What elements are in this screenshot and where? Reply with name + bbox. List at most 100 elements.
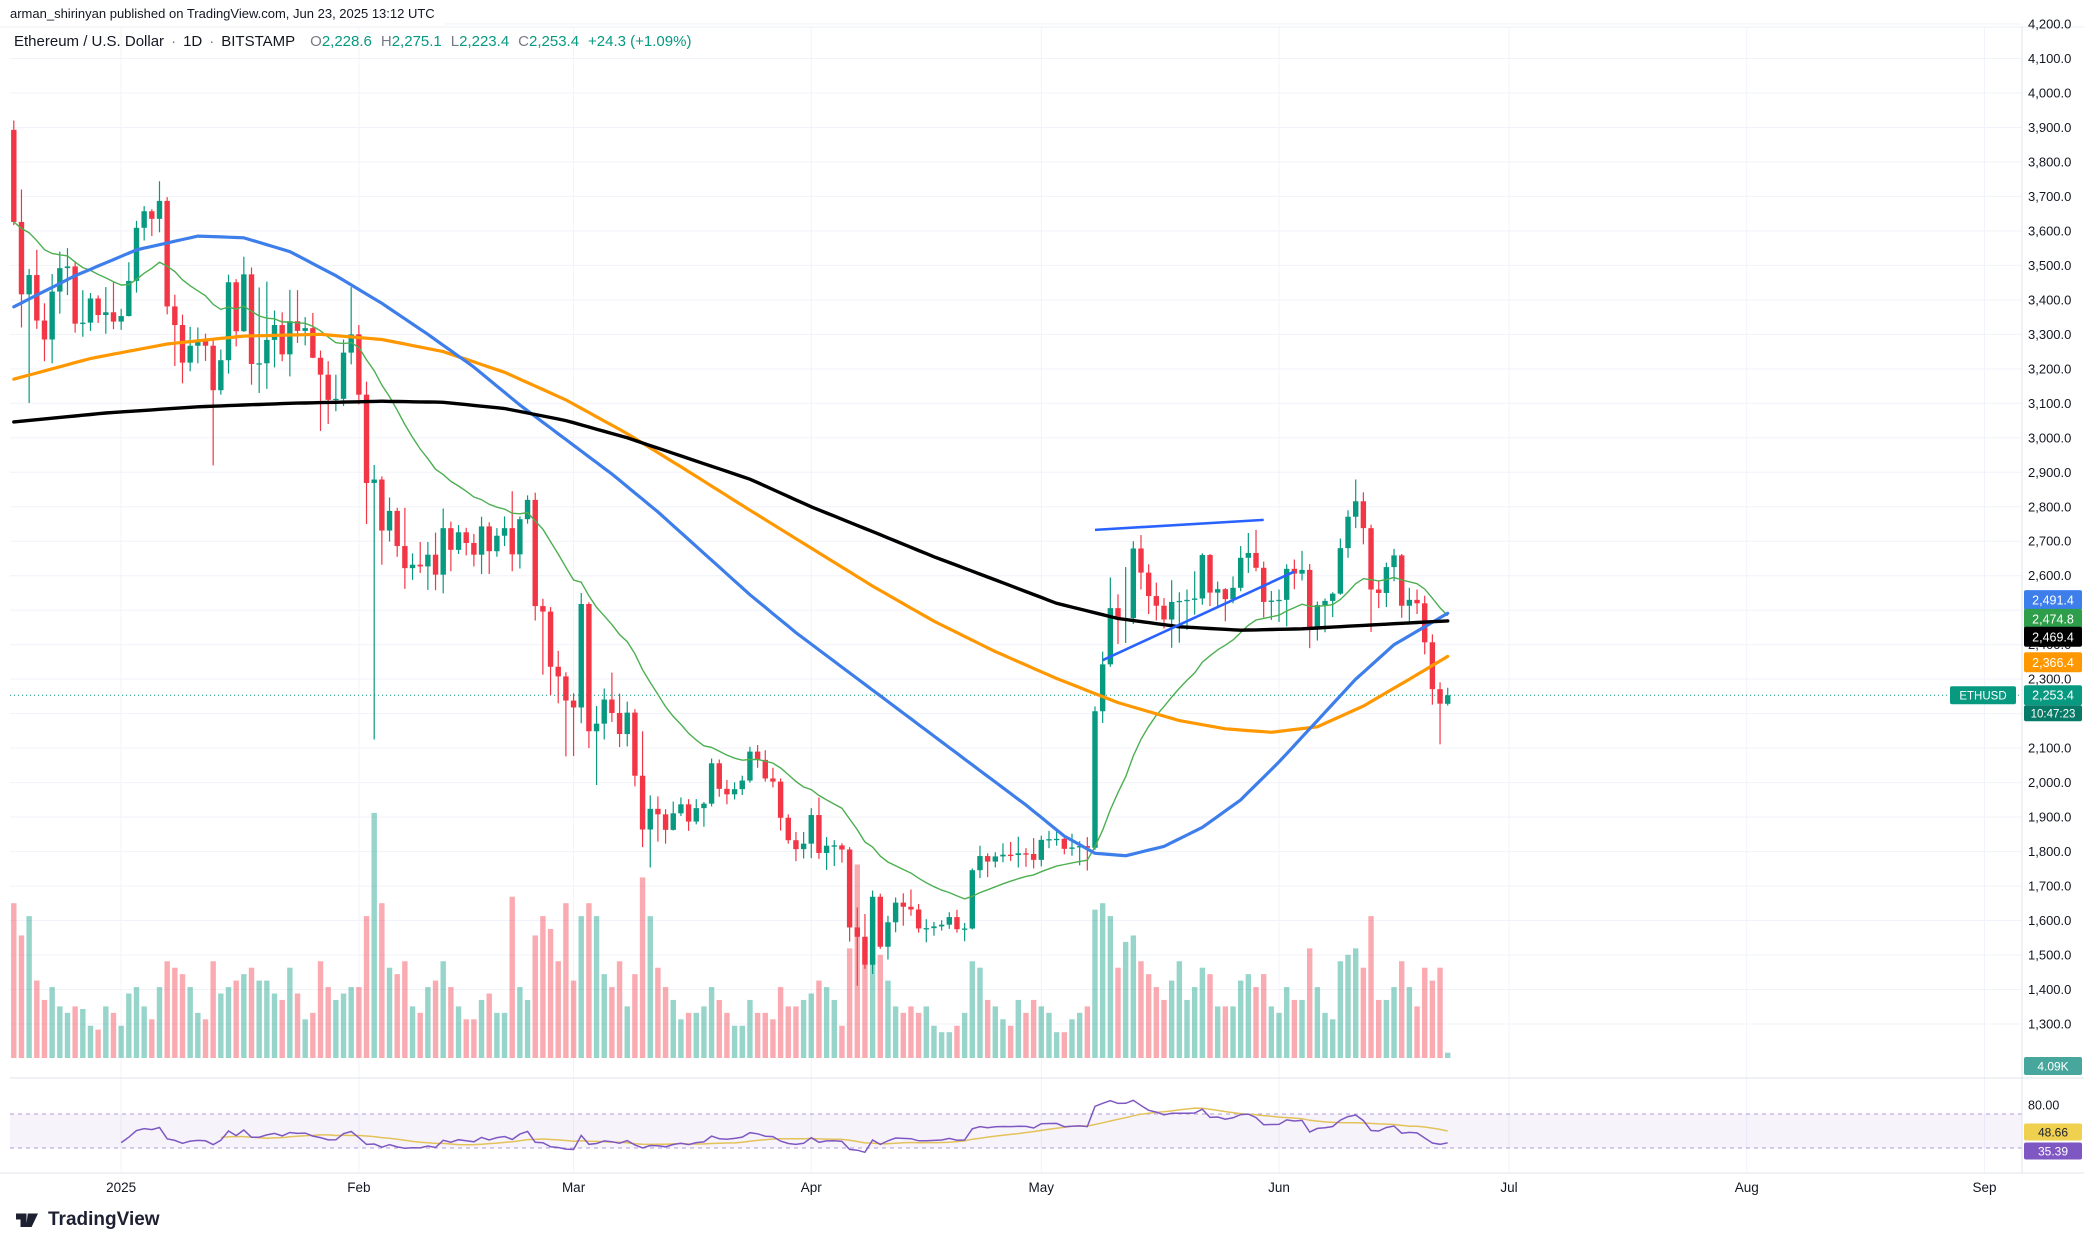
- candle[interactable]: [1353, 479, 1359, 529]
- candle[interactable]: [233, 279, 239, 347]
- candle[interactable]: [471, 534, 477, 567]
- time-axis-label[interactable]: Jun: [1268, 1180, 1290, 1195]
- time-axis-label[interactable]: Mar: [562, 1180, 586, 1195]
- tradingview-logo[interactable]: TradingView: [14, 1207, 160, 1233]
- candle[interactable]: [846, 847, 853, 942]
- candle[interactable]: [563, 672, 569, 757]
- candle[interactable]: [647, 795, 653, 868]
- candle[interactable]: [256, 287, 262, 393]
- candle[interactable]: [555, 650, 561, 704]
- candle[interactable]: [1276, 589, 1282, 622]
- candle[interactable]: [1429, 634, 1436, 705]
- candle[interactable]: [11, 120, 17, 226]
- candle[interactable]: [900, 893, 906, 926]
- candle[interactable]: [1414, 589, 1420, 614]
- candle[interactable]: [494, 528, 500, 557]
- interval-label[interactable]: 1D: [183, 33, 203, 50]
- candle[interactable]: [678, 797, 684, 817]
- time-axis-label[interactable]: 2025: [106, 1180, 136, 1195]
- candle[interactable]: [1214, 581, 1221, 609]
- candle[interactable]: [524, 495, 531, 524]
- candle[interactable]: [632, 709, 638, 787]
- candle[interactable]: [1383, 562, 1390, 608]
- candle[interactable]: [716, 759, 722, 797]
- candle[interactable]: [1184, 589, 1190, 630]
- candle[interactable]: [340, 339, 347, 407]
- candle[interactable]: [241, 256, 247, 332]
- candle[interactable]: [517, 516, 523, 569]
- candle[interactable]: [386, 497, 393, 542]
- candle[interactable]: [1360, 492, 1367, 545]
- candle[interactable]: [1314, 601, 1321, 641]
- candle[interactable]: [1437, 682, 1443, 745]
- trendline[interactable]: [1094, 518, 1264, 532]
- candle[interactable]: [984, 853, 991, 878]
- candle[interactable]: [18, 189, 25, 328]
- candle[interactable]: [1153, 582, 1160, 621]
- candle[interactable]: [1138, 535, 1144, 590]
- candle[interactable]: [287, 289, 293, 377]
- candle[interactable]: [739, 775, 745, 796]
- candle[interactable]: [417, 541, 423, 573]
- time-axis-label[interactable]: May: [1029, 1180, 1055, 1195]
- exchange-label[interactable]: BITSTAMP: [221, 33, 296, 50]
- candle[interactable]: [1038, 835, 1045, 867]
- candle[interactable]: [1253, 529, 1259, 572]
- candle[interactable]: [693, 799, 699, 825]
- candle[interactable]: [1345, 510, 1351, 558]
- candle[interactable]: [532, 492, 538, 621]
- candle[interactable]: [80, 290, 86, 337]
- candle[interactable]: [885, 915, 891, 960]
- candle[interactable]: [616, 693, 623, 748]
- candle[interactable]: [1084, 837, 1091, 871]
- candle[interactable]: [133, 220, 140, 293]
- candle[interactable]: [1007, 841, 1014, 861]
- candle[interactable]: [770, 767, 776, 788]
- candle[interactable]: [432, 532, 439, 591]
- candle[interactable]: [402, 507, 408, 589]
- candle[interactable]: [961, 922, 968, 942]
- symbol-title[interactable]: Ethereum / U.S. Dollar: [14, 33, 165, 50]
- candle[interactable]: [126, 262, 132, 317]
- candle[interactable]: [862, 914, 868, 969]
- candle[interactable]: [1245, 532, 1252, 573]
- time-axis-label[interactable]: Jul: [1500, 1180, 1517, 1195]
- candle[interactable]: [463, 527, 469, 556]
- candle[interactable]: [333, 374, 339, 412]
- candle[interactable]: [478, 516, 485, 574]
- candle[interactable]: [954, 909, 960, 933]
- candle[interactable]: [869, 890, 876, 974]
- candle[interactable]: [448, 521, 454, 572]
- candle[interactable]: [486, 522, 492, 574]
- candle[interactable]: [348, 287, 354, 365]
- candle[interactable]: [938, 920, 945, 931]
- candle[interactable]: [923, 919, 929, 943]
- candle[interactable]: [440, 508, 446, 594]
- candle[interactable]: [624, 701, 630, 747]
- candle[interactable]: [754, 745, 761, 768]
- candle[interactable]: [371, 465, 377, 740]
- candle[interactable]: [1237, 546, 1244, 592]
- candle[interactable]: [1176, 592, 1183, 643]
- candle[interactable]: [854, 907, 860, 986]
- candle[interactable]: [1260, 561, 1267, 618]
- candle[interactable]: [1130, 541, 1137, 624]
- candle[interactable]: [363, 381, 370, 524]
- candle[interactable]: [156, 181, 163, 233]
- candle[interactable]: [816, 797, 822, 859]
- candle[interactable]: [141, 206, 147, 241]
- candle[interactable]: [609, 672, 615, 722]
- candle[interactable]: [823, 837, 830, 870]
- candle[interactable]: [1000, 843, 1006, 863]
- candle[interactable]: [95, 295, 101, 323]
- candle[interactable]: [425, 541, 431, 590]
- candle[interactable]: [708, 758, 715, 807]
- candle[interactable]: [1145, 564, 1152, 614]
- candle[interactable]: [1107, 577, 1114, 667]
- candle[interactable]: [1268, 590, 1275, 620]
- candle[interactable]: [946, 912, 952, 929]
- candle[interactable]: [1092, 706, 1098, 850]
- time-axis-label[interactable]: Aug: [1735, 1180, 1759, 1195]
- candle[interactable]: [1337, 538, 1344, 595]
